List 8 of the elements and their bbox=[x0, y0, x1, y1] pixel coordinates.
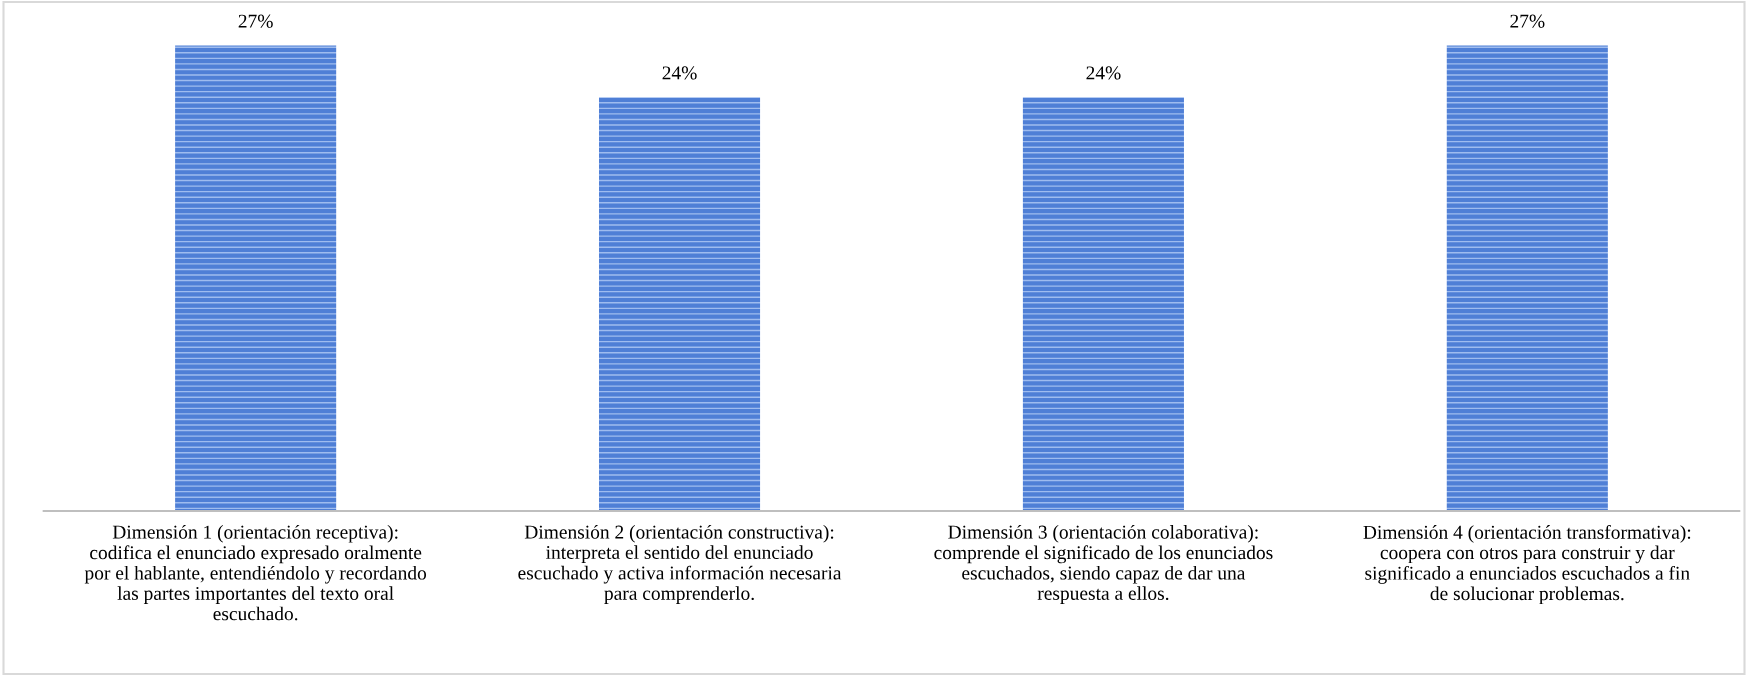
x-tick-label: Dimensión 3 (orientación colaborativa): comprende el significado de los enunciados escuchados, siendo capaz de dar una respuesta a ellos. bbox=[934, 524, 1273, 604]
data-label: 24% bbox=[1086, 66, 1121, 80]
data-label: 24% bbox=[662, 66, 697, 80]
data-label: 27% bbox=[238, 14, 273, 28]
x-tick-label: Dimensión 1 (orientación receptiva): codifica el enunciado expresado oralmente por el hablante, entendiéndolo y recordando las partes importantes del texto oral escuchado. bbox=[84, 524, 427, 621]
x-tick-label: Dimensión 4 (orientación transformativa): coopera con otros para construir y dar significado a enunciados escuchados a fin de solucionar problemas. bbox=[1363, 524, 1691, 605]
data-label: 27% bbox=[1510, 14, 1545, 28]
x-tick-label: Dimensión 2 (orientación constructiva): interpreta el sentido del enunciado escuchado y activa información necesaria para comprenderlo. bbox=[518, 524, 842, 604]
